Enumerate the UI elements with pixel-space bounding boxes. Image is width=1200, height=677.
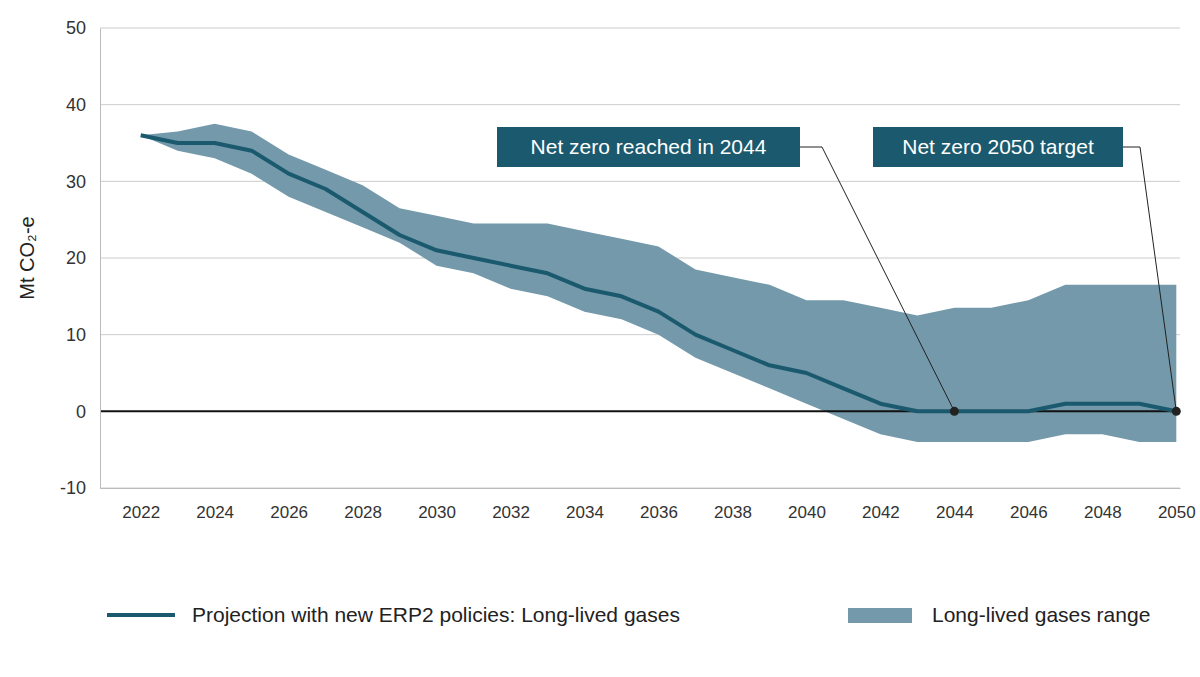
annotation-text: Net zero reached in 2044	[531, 135, 767, 158]
x-tick: 2048	[1084, 488, 1122, 522]
plot-area	[100, 124, 1180, 442]
x-tick-label: 2036	[640, 503, 678, 522]
x-axis: 2022 2024 2026 2028 2030 2032 2034 2036 2038 2040…	[101, 488, 1196, 522]
y-tick: 30	[66, 172, 100, 192]
x-tick-label: 2038	[714, 503, 752, 522]
y-tick-label: 10	[66, 325, 86, 345]
x-tick: 2022	[122, 488, 160, 522]
legend-swatch	[107, 613, 175, 617]
x-tick-label: 2050	[1158, 503, 1196, 522]
x-tick-label: 2048	[1084, 503, 1122, 522]
range-area	[141, 124, 1177, 442]
y-tick: 40	[66, 95, 100, 115]
x-tick: 2034	[566, 488, 604, 522]
grid-line	[100, 28, 1180, 29]
y-axis-title: Mt CO₂-e	[16, 216, 38, 299]
x-tick-label: 2028	[344, 503, 382, 522]
x-tick-label: 2022	[122, 503, 160, 522]
grid-line	[100, 104, 1180, 105]
x-tick-label: 2030	[418, 503, 456, 522]
x-tick-label: 2042	[862, 503, 900, 522]
x-tick: 2036	[640, 488, 678, 522]
y-tick-label: 40	[66, 95, 86, 115]
x-tick-label: 2024	[196, 503, 234, 522]
annotation-text: Net zero 2050 target	[902, 135, 1094, 158]
annotation: Net zero reached in 2044	[497, 127, 959, 416]
x-tick: 2028	[344, 488, 382, 522]
annotation-point	[950, 407, 959, 416]
x-tick: 2024	[196, 488, 234, 522]
y-tick-label: 50	[66, 18, 86, 38]
x-tick-label: 2032	[492, 503, 530, 522]
chart: -100102030405020222024202620282030203220…	[0, 0, 1200, 677]
grid-line	[100, 181, 1180, 182]
y-tick: -10	[60, 478, 100, 498]
leader-line	[1123, 147, 1176, 411]
x-tick: 2032	[492, 488, 530, 522]
y-tick: 10	[66, 325, 100, 345]
legend: Projection with new ERP2 policies: Long-…	[107, 603, 1150, 626]
annotation-box	[873, 127, 1123, 167]
x-tick-label: 2040	[788, 503, 826, 522]
x-tick: 2050	[1158, 488, 1196, 522]
y-tick-label: 30	[66, 172, 86, 192]
x-tick: 2038	[714, 488, 752, 522]
annotation-point	[1172, 407, 1181, 416]
y-tick: 0	[76, 402, 100, 422]
annotation: Net zero 2050 target	[873, 127, 1181, 416]
leader-line	[800, 147, 954, 411]
y-axis-line	[100, 29, 101, 489]
legend-item: Long-lived gases range	[848, 603, 1150, 626]
legend-item: Projection with new ERP2 policies: Long-…	[107, 603, 680, 626]
grid	[100, 28, 1180, 488]
y-tick: 20	[66, 248, 100, 268]
x-tick-label: 2044	[936, 503, 974, 522]
annotation-box	[497, 127, 800, 167]
y-tick: 50	[66, 18, 100, 38]
grid-line	[100, 488, 1180, 489]
x-tick-label: 2026	[270, 503, 308, 522]
legend-label: Long-lived gases range	[932, 603, 1150, 626]
x-tick: 2026	[270, 488, 308, 522]
x-tick-label: 2046	[1010, 503, 1048, 522]
y-tick-label: 0	[76, 402, 86, 422]
legend-swatch	[848, 608, 912, 623]
y-axis: -10 0 10 20 30 40 50	[60, 18, 101, 498]
x-tick: 2044	[936, 488, 974, 522]
legend-label: Projection with new ERP2 policies: Long-…	[192, 603, 680, 626]
x-axis-line	[101, 488, 1181, 489]
y-tick-label: 20	[66, 248, 86, 268]
x-tick: 2046	[1010, 488, 1048, 522]
annotations: Net zero reached in 2044 Net zero 2050 ta…	[497, 127, 1181, 416]
x-tick: 2030	[418, 488, 456, 522]
x-tick-label: 2034	[566, 503, 604, 522]
projection-line	[141, 135, 1177, 411]
x-tick: 2040	[788, 488, 826, 522]
y-tick-label: -10	[60, 478, 86, 498]
x-tick: 2042	[862, 488, 900, 522]
